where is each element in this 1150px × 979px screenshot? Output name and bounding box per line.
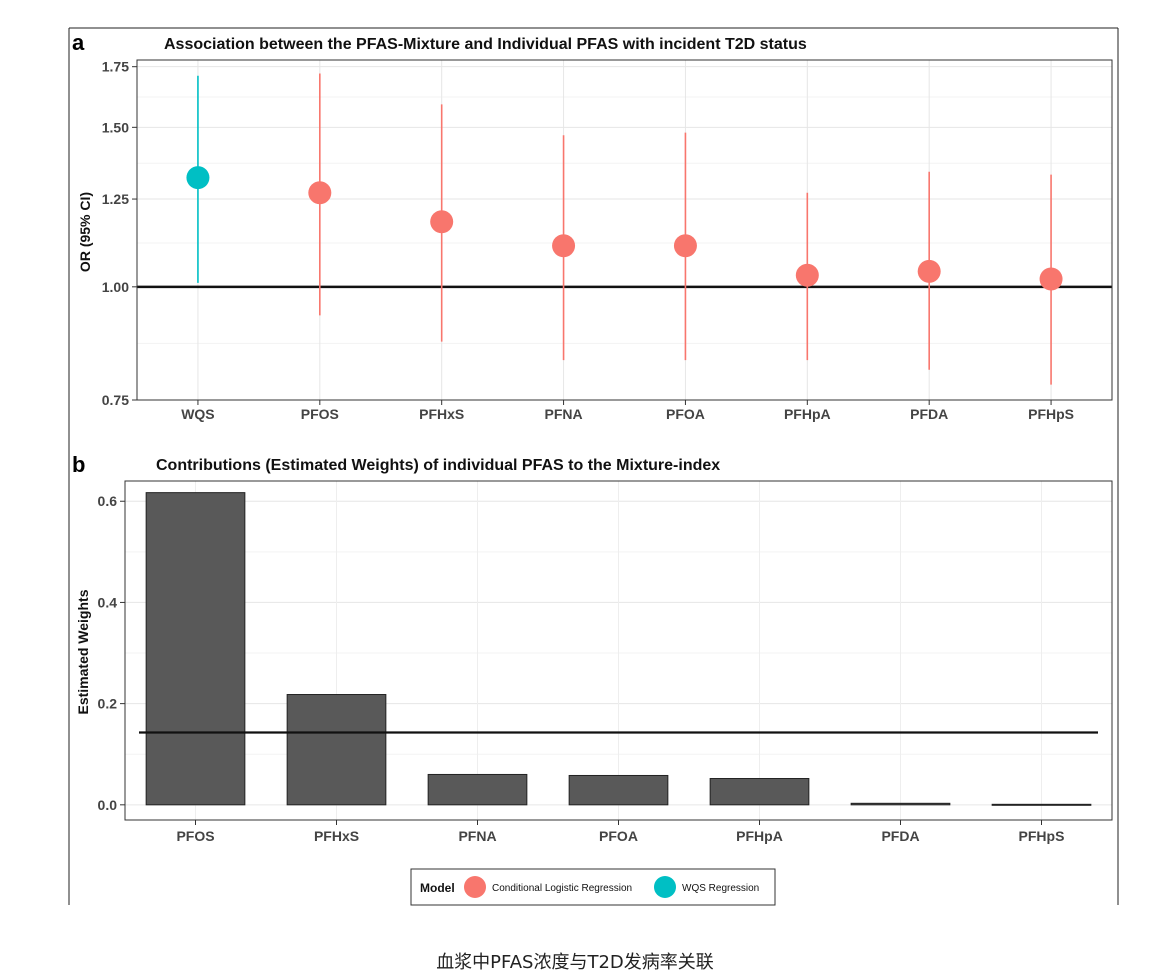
panel-b-plot-border <box>124 480 1113 821</box>
panel-a-point-pfhpa <box>795 263 819 287</box>
panel-b-ytick-label: 0.6 <box>98 493 118 509</box>
panel-b-xtick-label-pfhps: PFHpS <box>1019 828 1065 844</box>
panel-b-gridlines <box>125 481 1112 820</box>
panel-b-xtick-label-pfna: PFNA <box>458 828 496 844</box>
panel-b-bar-pfos <box>145 492 246 806</box>
panel-a-point-wqs <box>186 166 210 190</box>
panel-b-title: Contributions (Estimated Weights) of ind… <box>156 457 720 474</box>
panel-a-plot-border <box>136 59 1113 401</box>
panel-b-xtick-label-pfda: PFDA <box>881 828 919 844</box>
panel-a-ytick-label: 1.75 <box>102 59 129 75</box>
panel-a-point-pfhxs <box>430 210 454 234</box>
panel-b-axes: 0.0 0.2 0.4 0.6 PFOS PFHxS PFNA PFOA PFHpA PFDA PF… <box>98 493 1065 844</box>
panel-a-title: Association between the PFAS-Mixture and… <box>164 36 807 53</box>
panel-b-ytick-label: 0.2 <box>98 696 118 712</box>
panel-b-bar-pfna <box>427 773 528 806</box>
panel-a-point-pfda <box>917 259 941 283</box>
panel-b-xtick-label-pfhpa: PFHpA <box>736 828 783 844</box>
panel-a-point-pfoa <box>673 234 697 258</box>
panel-a-point-pfos <box>308 181 332 205</box>
panel-a-ytick-label: 1.00 <box>102 279 129 295</box>
panel-a-point-pfhps <box>1039 267 1063 291</box>
panel-a-xtick-label-pfda: PFDA <box>910 406 948 422</box>
panel-a-xtick-label-wqs: WQS <box>181 406 214 422</box>
panel-a-ytick-label: 1.50 <box>102 119 129 135</box>
panel-a-xtick-label-pfna: PFNA <box>545 406 583 422</box>
panel-b-bar-pfhps <box>991 803 1092 806</box>
panel-a-xtick-label-pfhpa: PFHpA <box>784 406 831 422</box>
legend-title: Model <box>420 881 455 895</box>
panel-b-ylabel: Estimated Weights <box>75 589 91 714</box>
panel-b-ytick-label: 0.4 <box>98 594 118 610</box>
panel-b-bar-pfoa <box>568 774 669 806</box>
panel-a-ytick-label: 0.75 <box>102 392 129 408</box>
panel-b-bar-pfhpa <box>709 778 810 806</box>
legend-label-wqs: WQS Regression <box>682 883 759 894</box>
panel-a-ylabel: OR (95% CI) <box>77 192 93 272</box>
legend-swatch-clr <box>464 876 486 898</box>
panel-b-letter: b <box>72 452 85 477</box>
panel-a-ytick-label: 1.25 <box>102 191 129 207</box>
panel-b-bar-pfda <box>850 802 951 806</box>
panel-b-xtick-label-pfhxs: PFHxS <box>314 828 359 844</box>
panel-a-xtick-label-pfhxs: PFHxS <box>419 406 464 422</box>
panel-a-xtick-label-pfoa: PFOA <box>666 406 705 422</box>
panel-b-xtick-label-pfos: PFOS <box>176 828 214 844</box>
panel-a-letter: a <box>72 30 85 55</box>
panel-a-axes: 0.75 1.00 1.25 1.50 1.75 WQS PFOS PFHxS PFNA PFOA… <box>102 59 1074 422</box>
panel-b-marks <box>145 492 1092 806</box>
legend: Model Conditional Logistic Regression WQ… <box>410 868 776 906</box>
panel-b-bar-pfhxs <box>286 694 387 806</box>
panel-a-xtick-label-pfos: PFOS <box>301 406 339 422</box>
panel-a-xtick-label-pfhps: PFHpS <box>1028 406 1074 422</box>
figure-caption: 血浆中PFAS浓度与T2D发病率关联 <box>436 952 714 973</box>
panel-b-xtick-label-pfoa: PFOA <box>599 828 638 844</box>
panel-a-gridlines <box>137 60 1112 401</box>
panel-a-point-pfna <box>552 234 576 258</box>
panel-b-ytick-label: 0.0 <box>98 797 118 813</box>
legend-swatch-wqs <box>654 876 676 898</box>
panel-a-marks <box>186 73 1063 385</box>
legend-label-clr: Conditional Logistic Regression <box>492 883 632 894</box>
figure-frame <box>68 27 1119 905</box>
